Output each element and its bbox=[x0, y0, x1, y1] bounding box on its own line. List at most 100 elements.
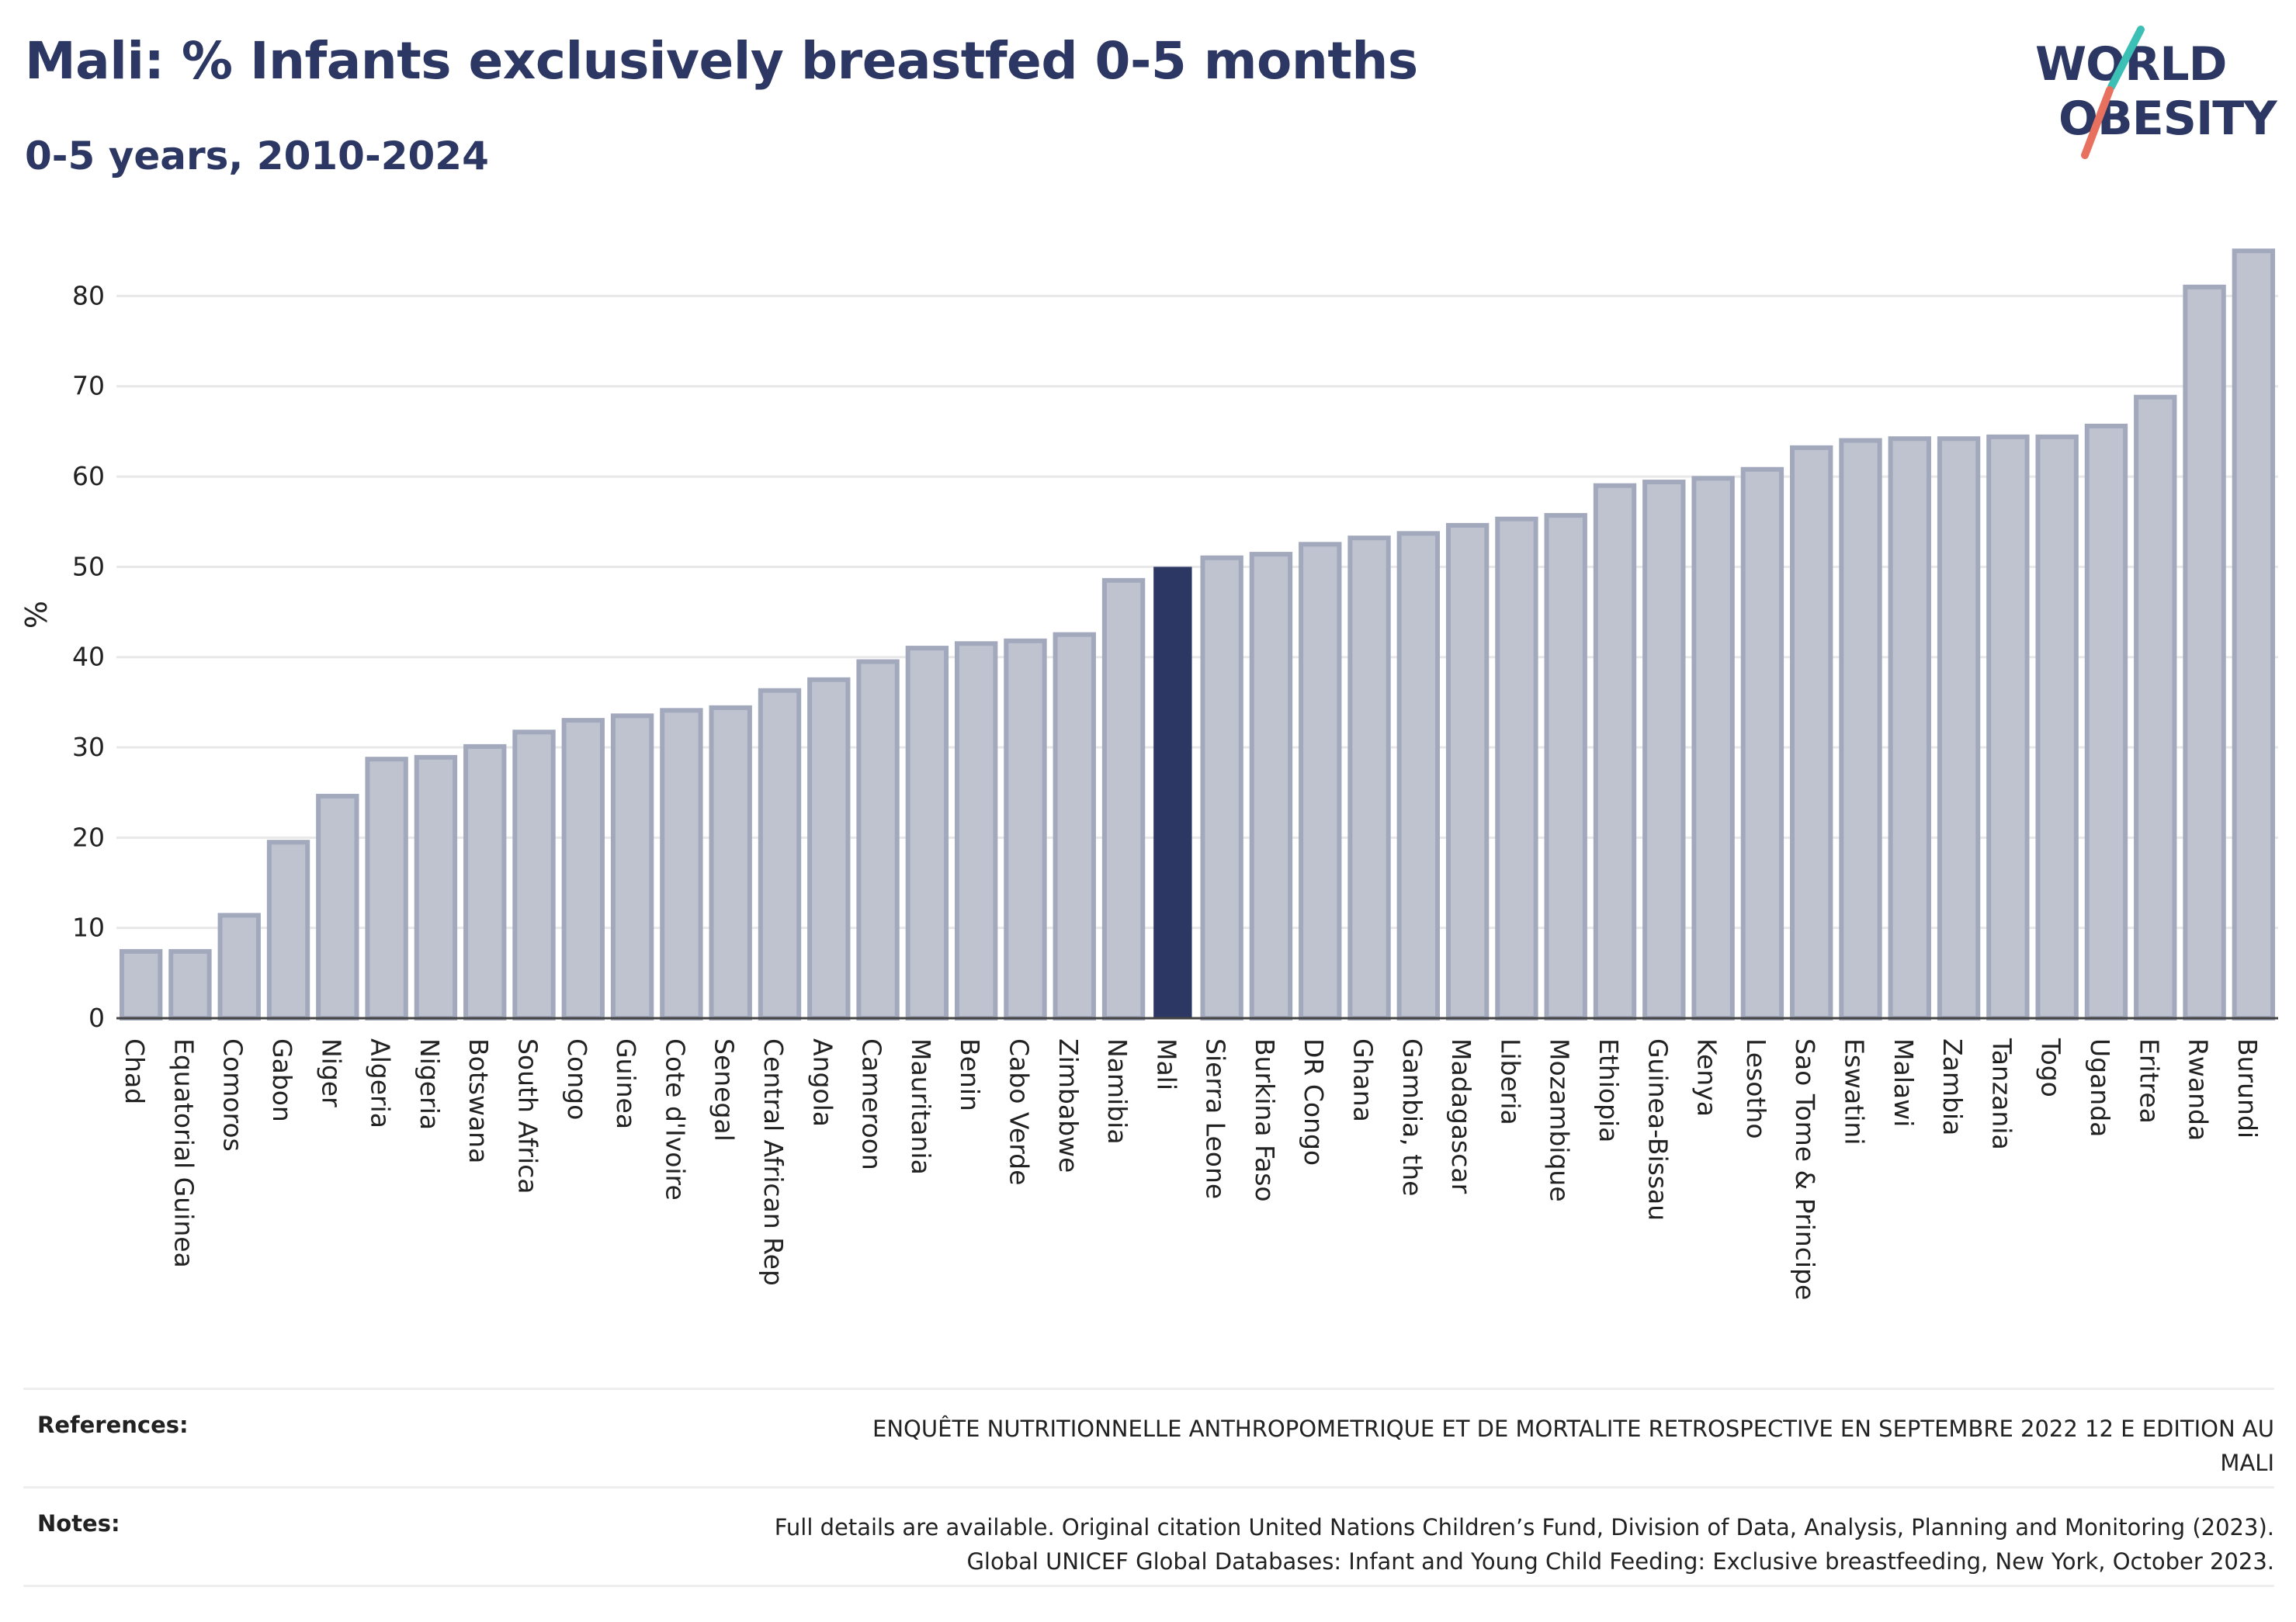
x-tick-label: Ghana bbox=[1348, 1038, 1379, 1122]
x-tick-label: Benin bbox=[955, 1038, 985, 1111]
x-tick-label: Eswatini bbox=[1839, 1038, 1869, 1145]
bar-cabo-verde bbox=[1004, 638, 1047, 1021]
x-tick-label: Zambia bbox=[1937, 1038, 1968, 1135]
bar-rwanda bbox=[2183, 284, 2226, 1021]
logo-slash-icon bbox=[2081, 26, 2145, 159]
y-tick-label: 60 bbox=[72, 461, 105, 491]
world-obesity-logo: WORLD OBESITY bbox=[2018, 23, 2282, 163]
bar-mali bbox=[1153, 567, 1192, 1018]
bar-ethiopia bbox=[1593, 483, 1637, 1021]
bar-zambia bbox=[1937, 436, 1981, 1021]
y-tick-label: 20 bbox=[72, 822, 105, 852]
x-tick-label: Chad bbox=[120, 1038, 150, 1104]
x-tick-label: Cameroon bbox=[857, 1038, 887, 1170]
y-tick-label: 50 bbox=[72, 551, 105, 581]
y-axis-ticks: 0 10 20 30 40 50 60 70 80 bbox=[72, 280, 105, 1033]
x-tick-label: DR Congo bbox=[1299, 1038, 1329, 1166]
bar-cameroon bbox=[856, 659, 900, 1021]
bar-dr-congo bbox=[1299, 542, 1342, 1021]
x-tick-label: South Africa bbox=[513, 1038, 543, 1194]
x-tick-label: Mali bbox=[1151, 1038, 1181, 1090]
references-label: References: bbox=[37, 1412, 189, 1438]
references-row: References: ENQUÊTE NUTRITIONNELLE ANTHR… bbox=[23, 1388, 2274, 1486]
bar-burundi bbox=[2232, 248, 2276, 1021]
bar-eritrea bbox=[2134, 394, 2177, 1021]
x-tick-label: Lesotho bbox=[1741, 1038, 1771, 1139]
bar-central-african-rep bbox=[758, 688, 802, 1021]
references-text: ENQUÊTE NUTRITIONNELLE ANTHROPOMETRIQUE … bbox=[872, 1416, 2274, 1476]
x-tick-label: Guinea-Bissau bbox=[1642, 1038, 1673, 1221]
notes-text: Full details are available. Original cit… bbox=[774, 1514, 2274, 1575]
bar-mozambique bbox=[1544, 513, 1587, 1021]
bar-botswana bbox=[463, 743, 507, 1021]
x-tick-label: Congo bbox=[562, 1038, 592, 1120]
x-tick-label: Nigeria bbox=[414, 1038, 445, 1130]
bar-uganda bbox=[2084, 423, 2128, 1021]
bar-lesotho bbox=[1740, 466, 1784, 1021]
bar-tanzania bbox=[1986, 434, 2030, 1021]
x-tick-label: Botswana bbox=[463, 1038, 494, 1163]
x-tick-label: Zimbabwe bbox=[1053, 1038, 1084, 1173]
x-tick-label: Uganda bbox=[2085, 1038, 2115, 1137]
bar-malawi bbox=[1888, 436, 1931, 1021]
bar-namibia bbox=[1101, 577, 1146, 1021]
x-tick-label: Sierra Leone bbox=[1201, 1038, 1231, 1199]
x-tick-label: Kenya bbox=[1692, 1038, 1722, 1117]
bar-guinea bbox=[610, 713, 654, 1021]
x-tick-label: Madagascar bbox=[1446, 1038, 1476, 1194]
y-tick-label: 10 bbox=[72, 913, 105, 943]
bar-liberia bbox=[1495, 516, 1538, 1021]
bar-nigeria bbox=[414, 754, 458, 1021]
x-tick-label: Eritrea bbox=[2134, 1038, 2164, 1124]
bars bbox=[116, 248, 2278, 1021]
x-tick-label: Central African Rep bbox=[758, 1038, 789, 1286]
bar-comoros bbox=[217, 913, 261, 1021]
bar-niger bbox=[316, 793, 359, 1021]
bar-gambia-the bbox=[1396, 531, 1441, 1021]
x-tick-label: Burkina Faso bbox=[1250, 1038, 1280, 1202]
bar-algeria bbox=[365, 757, 408, 1021]
y-axis-label: % bbox=[19, 601, 54, 629]
bar-sao-tome-principe bbox=[1790, 445, 1833, 1021]
x-tick-label: Equatorial Guinea bbox=[168, 1038, 199, 1268]
bar-cote-d-ivoire bbox=[660, 708, 703, 1021]
bar-togo bbox=[2035, 434, 2079, 1021]
bar-congo bbox=[561, 718, 605, 1021]
y-tick-label: 70 bbox=[72, 371, 105, 401]
x-tick-label: Gabon bbox=[267, 1038, 297, 1122]
y-tick-label: 0 bbox=[88, 1003, 105, 1033]
y-tick-label: 30 bbox=[72, 732, 105, 762]
x-tick-label: Niger bbox=[316, 1038, 346, 1107]
bar-angola bbox=[807, 677, 851, 1021]
x-axis-ticks: Chad Equatorial Guinea Comoros Gabon Niger Al… bbox=[120, 1038, 2263, 1300]
x-tick-label: Angola bbox=[807, 1038, 838, 1127]
x-tick-label: Togo bbox=[2036, 1038, 2066, 1097]
chart-subtitle: 0-5 years, 2010-2024 bbox=[25, 133, 489, 178]
bar-south-africa bbox=[512, 730, 556, 1021]
bar-zimbabwe bbox=[1053, 632, 1096, 1021]
x-tick-label: Mozambique bbox=[1545, 1038, 1575, 1202]
x-tick-label: Burundi bbox=[2232, 1038, 2263, 1139]
x-tick-label: Cabo Verde bbox=[1004, 1038, 1034, 1185]
chart-footer: References: ENQUÊTE NUTRITIONNELLE ANTHR… bbox=[23, 1388, 2274, 1587]
y-tick-label: 80 bbox=[72, 280, 105, 310]
bar-ghana bbox=[1347, 535, 1391, 1021]
chart-title: Mali: % Infants exclusively breastfed 0-… bbox=[25, 31, 1418, 91]
x-tick-label: Cote d'Ivoire bbox=[660, 1038, 690, 1201]
bar-eswatini bbox=[1839, 438, 1882, 1021]
bar-equatorial-guinea bbox=[168, 948, 212, 1021]
bar-burkina-faso bbox=[1249, 552, 1293, 1021]
x-tick-label: Malawi bbox=[1888, 1038, 1919, 1127]
bar-gabon bbox=[266, 840, 310, 1021]
bar-senegal bbox=[709, 705, 752, 1021]
x-tick-label: Liberia bbox=[1495, 1038, 1525, 1125]
x-tick-label: Gambia, the bbox=[1397, 1038, 1427, 1196]
notes-row: Notes: Full details are available. Origi… bbox=[23, 1486, 2274, 1587]
bar-guinea-bissau bbox=[1642, 480, 1686, 1021]
x-tick-label: Senegal bbox=[709, 1038, 740, 1142]
notes-label: Notes: bbox=[37, 1510, 120, 1537]
x-tick-label: Algeria bbox=[366, 1038, 396, 1128]
x-tick-label: Sao Tome & Principe bbox=[1790, 1038, 1820, 1300]
bar-chad bbox=[119, 948, 163, 1021]
